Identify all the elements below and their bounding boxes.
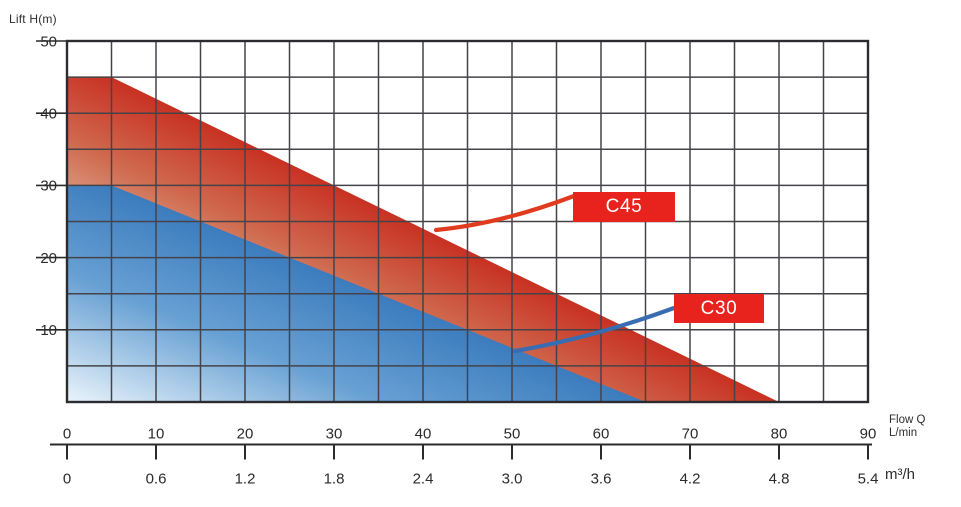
y-tick-label: 10 xyxy=(40,322,57,339)
x-tick-label-m3h: 1.8 xyxy=(324,471,345,488)
x-tick-label-lmin: 90 xyxy=(860,426,877,443)
c45-series-label: C45 xyxy=(605,196,643,217)
x-tick-label-m3h: 4.8 xyxy=(769,471,790,488)
c30-series-label: C30 xyxy=(700,297,738,319)
y-tick-label: 40 xyxy=(40,106,57,123)
c45-series-badge: C45 xyxy=(573,192,675,222)
y-tick-label: 50 xyxy=(40,33,57,50)
y-tick-label: 20 xyxy=(40,250,57,267)
x-tick-label-m3h: 3.0 xyxy=(502,471,523,488)
x-tick-label-lmin: 40 xyxy=(415,426,432,443)
x-tick-label-lmin: 70 xyxy=(682,426,699,443)
c45-callout-line xyxy=(433,193,577,233)
plot-border xyxy=(65,39,870,404)
x-tick-label-m3h: 0 xyxy=(63,471,71,488)
x-tick-label-lmin: 80 xyxy=(771,426,788,443)
x-tick-label-lmin: 0 xyxy=(63,426,71,443)
x-tick-label-lmin: 10 xyxy=(148,426,165,443)
x-tick-label-lmin: 50 xyxy=(504,426,521,443)
x-tick-label-lmin: 20 xyxy=(237,426,254,443)
x-tick-label-m3h: 2.4 xyxy=(413,471,434,488)
x-axis-title: Flow Q L/min xyxy=(889,414,925,440)
x-axis-title-line2: L/min xyxy=(889,427,918,439)
x-tick-label-m3h: 0.6 xyxy=(146,471,167,488)
x-axis-title-line1: Flow Q xyxy=(889,414,926,426)
x-tick-label-lmin: 60 xyxy=(593,426,610,443)
y-tick-label: 30 xyxy=(40,178,57,195)
c30-series-badge: C30 xyxy=(674,294,764,323)
x-tick-label-m3h: 1.2 xyxy=(235,471,256,488)
y-axis-title: Lift H(m) xyxy=(9,12,57,26)
x-tick-label-m3h: 5.4 xyxy=(858,471,879,488)
x-tick-label-m3h: 4.2 xyxy=(680,471,701,488)
x-tick-label-m3h: 3.6 xyxy=(591,471,612,488)
c30-callout-line xyxy=(512,305,677,354)
x-tick-label-lmin: 30 xyxy=(326,426,343,443)
x-axis-unit: m³/h xyxy=(885,466,915,483)
